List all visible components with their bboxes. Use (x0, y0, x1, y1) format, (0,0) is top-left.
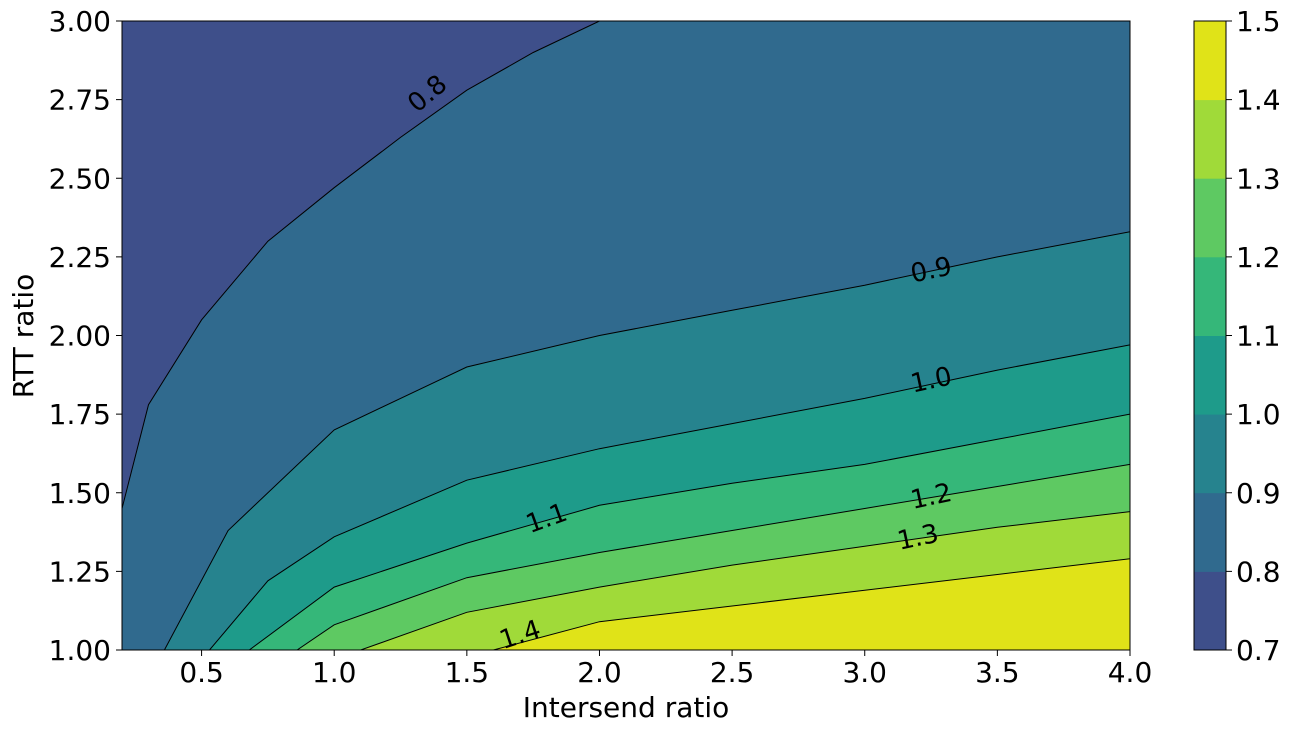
y-axis-label: RTT ratio (7, 274, 40, 399)
contour-line-0.8 (122, 21, 600, 509)
contour-line-1.3 (360, 511, 1130, 650)
contour-line-1.4 (493, 558, 1130, 650)
x-tick-label: 0.5 (179, 656, 224, 689)
y-tick-label: 2.25 (49, 241, 111, 274)
x-tick-label: 1.0 (312, 656, 357, 689)
y-tick-label: 2.50 (49, 162, 111, 195)
y-tick-label: 1.75 (49, 398, 111, 431)
y-tick-label: 2.75 (49, 84, 111, 117)
x-tick-label: 3.0 (842, 656, 887, 689)
x-axis-ticks: 0.5 1.0 1.5 2.0 2.5 3.0 3.5 4.0 (179, 650, 1152, 689)
y-axis-ticks: 1.00 1.25 1.50 1.75 2.00 2.25 2.50 2.75 3.00 (49, 5, 122, 667)
y-tick-label: 1.50 (49, 477, 111, 510)
y-tick-label: 1.00 (49, 634, 111, 667)
x-tick-label: 2.0 (577, 656, 622, 689)
colorbar-swatch (1194, 21, 1226, 101)
x-tick-label: 4.0 (1108, 656, 1153, 689)
colorbar-tick-label: 1.1 (1236, 320, 1281, 353)
colorbar-tick-label: 0.7 (1236, 634, 1281, 667)
contour-line-1.2 (296, 463, 1130, 650)
x-tick-label: 3.5 (975, 656, 1020, 689)
contour-line-0.9 (163, 231, 1130, 650)
colorbar-swatch (1194, 492, 1226, 572)
colorbar-swatch (1194, 99, 1226, 179)
x-axis-label: Intersend ratio (523, 691, 730, 724)
colorbar: 0.7 0.8 0.9 1.0 1.1 1.2 1.3 1.4 1.5 (1193, 5, 1281, 667)
y-tick-label: 1.25 (49, 555, 111, 588)
contour-lines (122, 21, 1130, 650)
colorbar-swatch (1194, 571, 1226, 651)
colorbar-tick-label: 1.5 (1236, 5, 1281, 38)
colorbar-tick-label: 1.4 (1236, 84, 1281, 117)
contour-bands (122, 21, 1130, 650)
colorbar-swatch (1194, 335, 1226, 415)
colorbar-swatch (1194, 414, 1226, 494)
x-tick-label: 2.5 (710, 656, 755, 689)
y-tick-label: 2.00 (49, 320, 111, 353)
colorbar-tick-label: 1.0 (1236, 398, 1281, 431)
colorbar-swatch (1194, 178, 1226, 258)
colorbar-tick-label: 0.9 (1236, 477, 1281, 510)
x-tick-label: 1.5 (445, 656, 490, 689)
contour-line-1.1 (249, 413, 1130, 650)
colorbar-tick-label: 1.3 (1236, 162, 1281, 195)
y-tick-label: 3.00 (49, 5, 111, 38)
colorbar-tick-label: 0.8 (1236, 555, 1281, 588)
colorbar-swatch (1194, 256, 1226, 336)
band-7 (493, 558, 1130, 650)
colorbar-tick-label: 1.2 (1236, 241, 1281, 274)
contour-line-1.0 (209, 344, 1130, 650)
